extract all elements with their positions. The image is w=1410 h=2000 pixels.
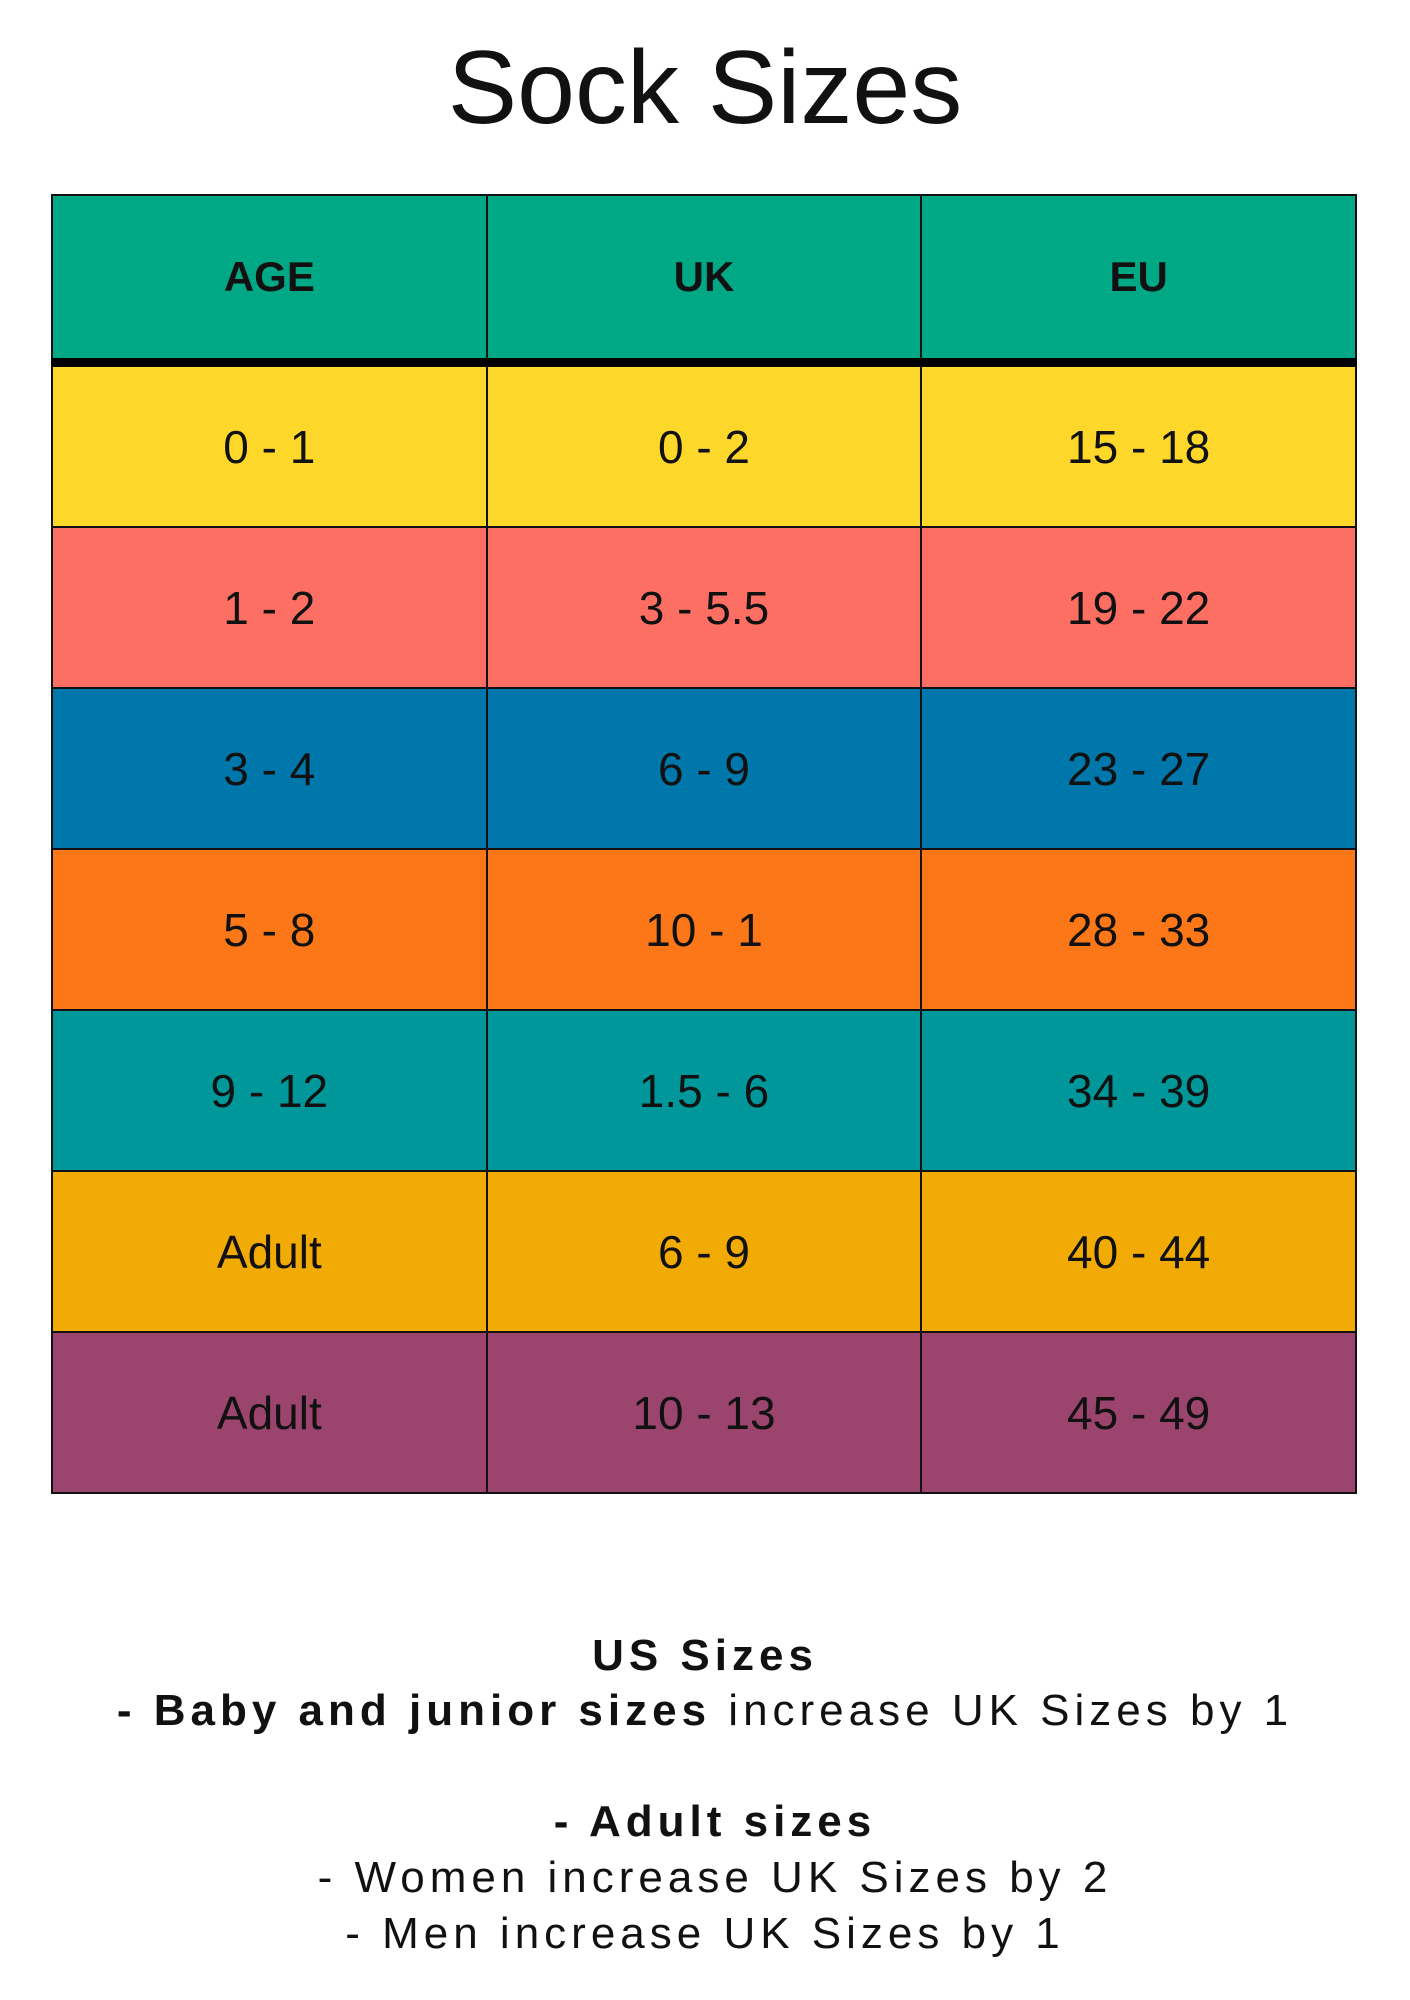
- table-cell: 45 - 49: [920, 1331, 1357, 1494]
- table-cell: 3 - 4: [51, 687, 488, 850]
- header-row: AGE UK EU: [51, 194, 1357, 367]
- table-cell: 15 - 18: [920, 361, 1357, 528]
- junior-bold: - Baby and junior sizes: [116, 1686, 712, 1735]
- title: Sock Sizes: [447, 30, 963, 146]
- table-cell: 28 - 33: [920, 848, 1357, 1011]
- table-cell: Adult: [51, 1170, 488, 1333]
- junior-note: - Baby and junior sizes increase UK Size…: [0, 1683, 1410, 1739]
- table-cell: 9 - 12: [51, 1009, 488, 1172]
- table-cell: 0 - 1: [51, 361, 488, 528]
- header-cell: EU: [920, 194, 1357, 367]
- table-cell: 23 - 27: [920, 687, 1357, 850]
- table-cell: 6 - 9: [485, 1170, 923, 1333]
- table-cell: 1.5 - 6: [485, 1009, 923, 1172]
- header-cell: AGE: [51, 194, 488, 367]
- women-note: - Women increase UK Sizes by 2: [317, 1853, 1113, 1902]
- table-cell: 6 - 9: [485, 687, 923, 850]
- junior-text: increase UK Sizes by 1: [711, 1686, 1294, 1735]
- table-row: 9 - 12 1.5 - 6 34 - 39: [51, 1009, 1357, 1172]
- table-cell: 10 - 13: [485, 1331, 923, 1494]
- table-cell: 0 - 2: [485, 361, 923, 528]
- table-row: 5 - 8 10 - 1 28 - 33: [51, 848, 1357, 1011]
- table-cell: 3 - 5.5: [485, 526, 923, 689]
- table-cell: 40 - 44: [920, 1170, 1357, 1333]
- notes-heading: US Sizes: [592, 1631, 818, 1680]
- table-cell: 10 - 1: [485, 848, 923, 1011]
- table-cell: 19 - 22: [920, 526, 1357, 689]
- header-cell: UK: [485, 194, 923, 367]
- men-note: - Men increase UK Sizes by 1: [345, 1909, 1065, 1958]
- table-row: Adult 10 - 13 45 - 49: [51, 1331, 1357, 1494]
- table-cell: 1 - 2: [51, 526, 488, 689]
- table-cell: 34 - 39: [920, 1009, 1357, 1172]
- adult-heading: - Adult sizes: [553, 1797, 877, 1846]
- table-cell: Adult: [51, 1331, 488, 1494]
- table-cell: 5 - 8: [51, 848, 488, 1011]
- table-row: Adult 6 - 9 40 - 44: [51, 1170, 1357, 1333]
